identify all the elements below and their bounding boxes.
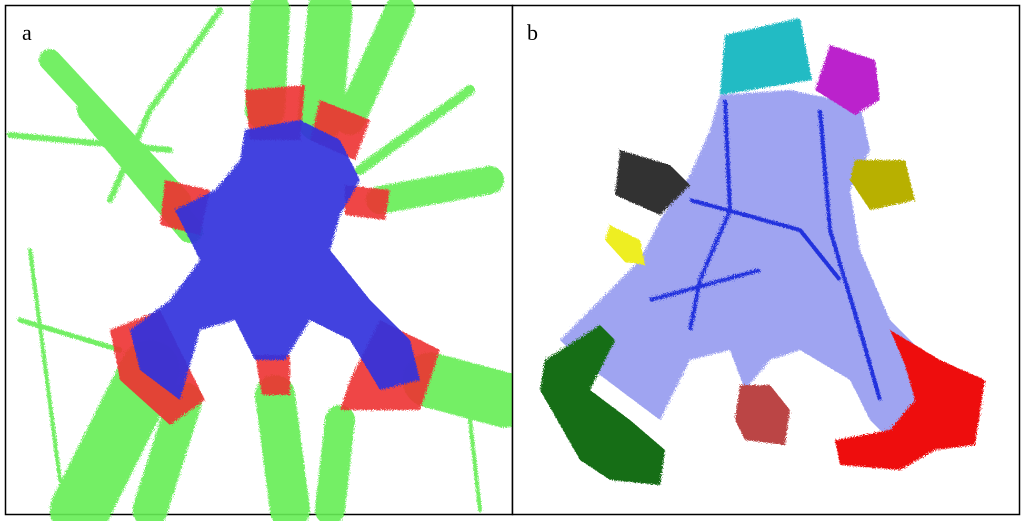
segments: [540, 18, 985, 485]
blue-core: [130, 120, 420, 400]
panel-label: b: [527, 20, 538, 45]
core-body: [560, 90, 930, 440]
panel-a: a: [4, 0, 533, 521]
panel-label: a: [22, 20, 32, 45]
panel-b: b: [511, 4, 1021, 516]
